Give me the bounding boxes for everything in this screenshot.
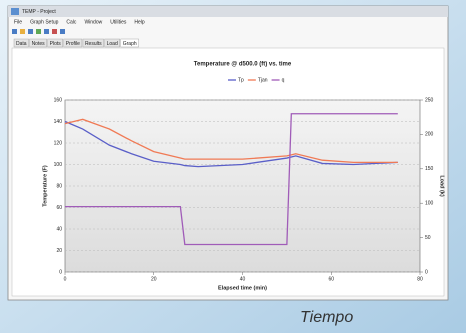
series-line — [65, 113, 398, 246]
menu-item[interactable]: Window — [84, 19, 102, 25]
caption: Tiempo — [300, 309, 353, 326]
y2-tick-label: 0 — [425, 269, 428, 275]
tab[interactable] — [29, 38, 47, 48]
x-axis-label: Elapsed time (min) — [218, 285, 267, 291]
y2-tick-label: 250 — [425, 97, 434, 103]
toolbar — [12, 29, 65, 34]
tool-icon[interactable] — [20, 29, 25, 34]
x-tick-label: 80 — [417, 276, 423, 282]
y2-tick-label: 200 — [425, 132, 434, 138]
menu-item[interactable]: Graph Setup — [30, 19, 59, 25]
tool-icon[interactable] — [12, 29, 17, 34]
x-tick-label: 20 — [151, 276, 157, 282]
x-tick-label: 0 — [64, 276, 67, 282]
tab-label[interactable]: Results — [85, 41, 102, 47]
app-icon — [11, 8, 19, 15]
y-tick-label: 60 — [56, 205, 62, 211]
tab[interactable] — [82, 38, 104, 48]
tab[interactable] — [63, 38, 83, 48]
y-tick-label: 20 — [56, 248, 62, 254]
menu-item[interactable]: File — [14, 19, 22, 25]
tool-icon[interactable] — [44, 29, 49, 34]
y-tick-label: 120 — [54, 140, 63, 146]
menu-item[interactable]: Utilities — [110, 19, 127, 25]
tab[interactable] — [47, 38, 63, 48]
title-bar — [8, 6, 448, 17]
tool-icon[interactable] — [36, 29, 41, 34]
y2-axis-label: Load (k) — [439, 175, 445, 197]
tab[interactable] — [13, 38, 29, 48]
tool-icon[interactable] — [28, 29, 33, 34]
tab-label[interactable]: Profile — [66, 41, 80, 47]
chart-title: Temperature @ d500.0 (ft) vs. time — [194, 62, 292, 68]
tab-label[interactable]: Plots — [50, 41, 62, 47]
tab-label[interactable]: Data — [16, 41, 27, 47]
y2-tick-label: 50 — [425, 235, 431, 241]
y-tick-label: 0 — [59, 269, 62, 275]
y-tick-label: 100 — [54, 162, 63, 168]
tab-label[interactable]: Notes — [32, 41, 46, 47]
series-line — [64, 118, 398, 163]
tab-label[interactable]: Load — [107, 41, 118, 47]
y-tick-label: 80 — [56, 183, 62, 189]
x-tick-label: 40 — [240, 276, 246, 282]
tab[interactable] — [120, 38, 139, 48]
tab-label[interactable]: Graph — [123, 41, 137, 47]
series-line — [64, 120, 398, 168]
menu-item[interactable]: Help — [134, 19, 145, 25]
legend-label: q — [282, 77, 285, 83]
y2-tick-label: 100 — [425, 201, 434, 207]
y-tick-label: 140 — [54, 119, 63, 125]
legend-label: Tp — [238, 77, 244, 83]
y-tick-label: 40 — [56, 226, 62, 232]
tool-icon[interactable] — [52, 29, 57, 34]
tool-icon[interactable] — [60, 29, 65, 34]
window-title: TEMP - Project — [22, 9, 56, 15]
y2-tick-label: 150 — [425, 166, 434, 172]
y-tick-label: 160 — [54, 97, 63, 103]
menu-item[interactable]: Calc — [66, 19, 77, 25]
tab[interactable] — [104, 38, 120, 48]
y-axis-label: Temperature (F) — [42, 165, 48, 207]
legend-label: Tjan — [258, 77, 268, 83]
x-tick-label: 60 — [328, 276, 334, 282]
